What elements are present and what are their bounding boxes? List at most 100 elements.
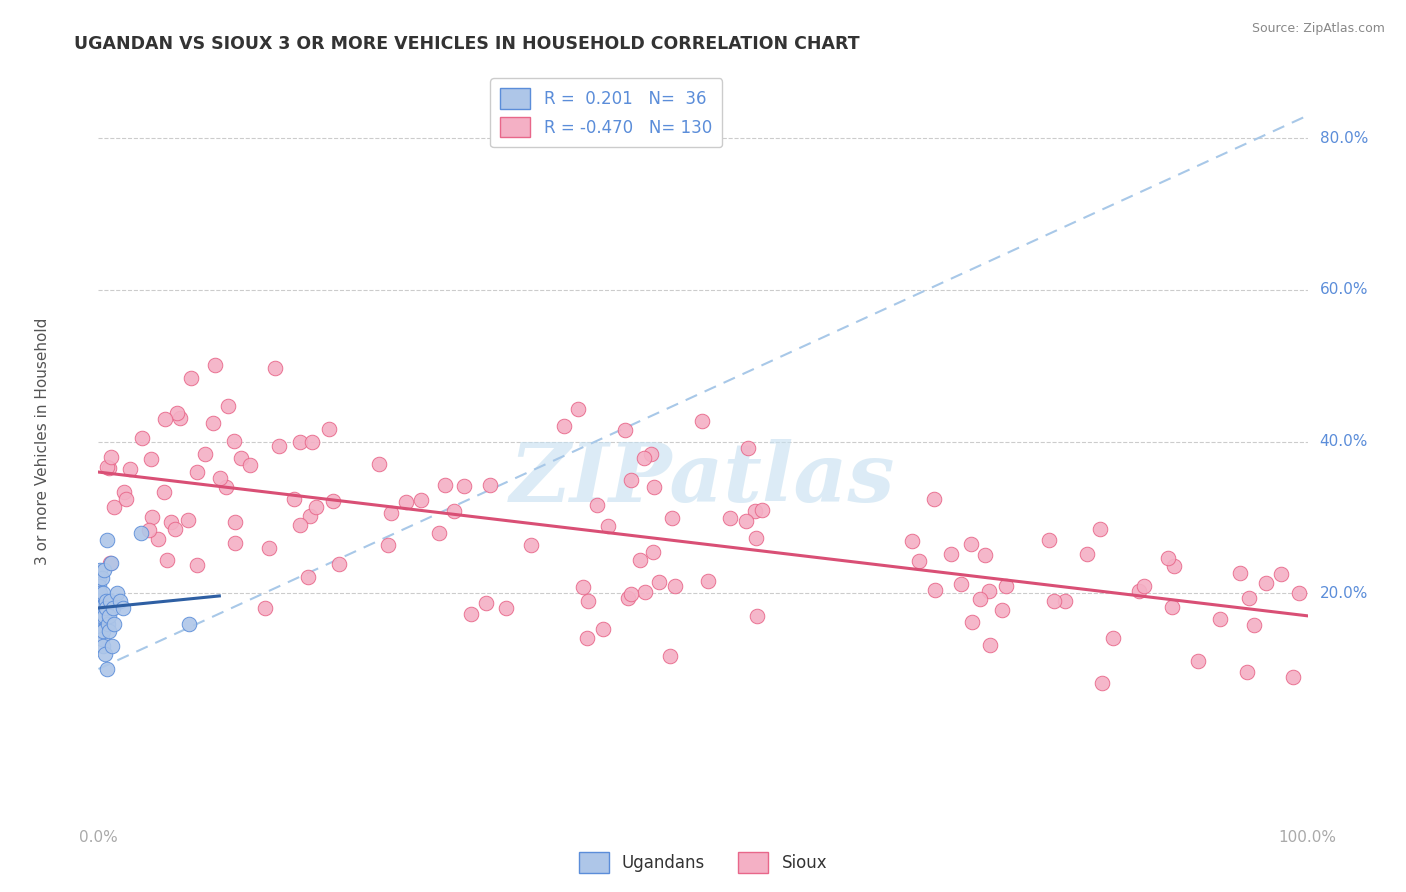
Point <box>586 498 609 512</box>
Point <box>1090 522 1112 536</box>
Point <box>960 615 983 629</box>
Point <box>619 587 641 601</box>
Point <box>93 609 115 624</box>
Point <box>98 609 121 624</box>
Point <box>495 601 517 615</box>
Point <box>217 399 239 413</box>
Point <box>744 504 766 518</box>
Point <box>394 495 416 509</box>
Point <box>661 510 683 524</box>
Point <box>664 579 686 593</box>
Point <box>186 466 208 480</box>
Point <box>298 509 321 524</box>
Point <box>94 647 117 661</box>
Point <box>91 586 114 600</box>
Point <box>658 649 681 664</box>
Point <box>1187 654 1209 668</box>
Point <box>979 638 1001 652</box>
Point <box>479 478 502 492</box>
Point <box>153 485 176 500</box>
Point <box>97 461 120 475</box>
Point <box>474 596 496 610</box>
Point <box>751 503 773 517</box>
Point <box>443 504 465 518</box>
Point <box>89 564 111 578</box>
Point <box>93 564 115 578</box>
Point <box>97 624 120 639</box>
Point <box>377 538 399 552</box>
Point <box>96 533 118 547</box>
Point <box>1091 676 1114 690</box>
Point <box>146 532 169 546</box>
Point <box>1054 594 1077 608</box>
Point <box>103 616 125 631</box>
Text: 40.0%: 40.0% <box>1320 434 1368 449</box>
Point <box>941 547 963 561</box>
Point <box>305 500 328 514</box>
Point <box>94 594 117 608</box>
Text: ZIPatlas: ZIPatlas <box>510 440 896 519</box>
Point <box>156 553 179 567</box>
Point <box>90 632 112 646</box>
Point <box>924 582 946 597</box>
Point <box>969 591 991 606</box>
Point <box>1256 576 1278 591</box>
Point <box>576 594 599 608</box>
Point <box>166 406 188 420</box>
Point <box>1229 566 1251 581</box>
Point <box>1243 618 1265 632</box>
Point <box>91 624 114 639</box>
Point <box>617 591 640 605</box>
Point <box>89 601 111 615</box>
Point <box>224 515 246 529</box>
Point <box>90 616 112 631</box>
Point <box>112 485 135 500</box>
Point <box>96 460 118 475</box>
Point <box>1102 631 1125 645</box>
Point <box>297 570 319 584</box>
Point <box>974 548 997 562</box>
Text: 3 or more Vehicles in Household: 3 or more Vehicles in Household <box>35 318 51 566</box>
Point <box>96 662 118 676</box>
Point <box>614 423 637 437</box>
Point <box>141 452 163 467</box>
Point <box>1209 612 1232 626</box>
Point <box>180 370 202 384</box>
Legend: R =  0.201   N=  36, R = -0.470   N= 130: R = 0.201 N= 36, R = -0.470 N= 130 <box>491 78 723 147</box>
Text: 60.0%: 60.0% <box>1320 283 1368 297</box>
Text: 80.0%: 80.0% <box>1320 131 1368 145</box>
Point <box>129 525 152 540</box>
Point <box>179 616 201 631</box>
Point <box>100 556 122 570</box>
Point <box>288 517 311 532</box>
Point <box>269 440 291 454</box>
Text: UGANDAN VS SIOUX 3 OR MORE VEHICLES IN HOUSEHOLD CORRELATION CHART: UGANDAN VS SIOUX 3 OR MORE VEHICLES IN H… <box>75 35 860 53</box>
Point <box>1038 533 1060 547</box>
Point <box>640 447 662 461</box>
Point <box>409 493 432 508</box>
Point <box>553 418 575 433</box>
Point <box>1156 550 1178 565</box>
Point <box>186 558 208 572</box>
Point <box>90 609 112 624</box>
Text: Source: ZipAtlas.com: Source: ZipAtlas.com <box>1251 22 1385 36</box>
Point <box>994 578 1017 592</box>
Point <box>98 556 121 570</box>
Point <box>960 537 983 551</box>
Point <box>572 580 595 594</box>
Point <box>120 461 142 475</box>
Point <box>628 553 651 567</box>
Point <box>87 571 110 585</box>
Point <box>90 601 112 615</box>
Point <box>89 586 111 600</box>
Point <box>194 447 217 461</box>
Point <box>105 586 128 600</box>
Point <box>1270 566 1292 581</box>
Point <box>101 601 124 615</box>
Point <box>922 492 945 507</box>
Point <box>89 609 111 624</box>
Point <box>239 458 262 472</box>
Point <box>991 603 1014 617</box>
Point <box>380 506 402 520</box>
Point <box>633 451 655 466</box>
